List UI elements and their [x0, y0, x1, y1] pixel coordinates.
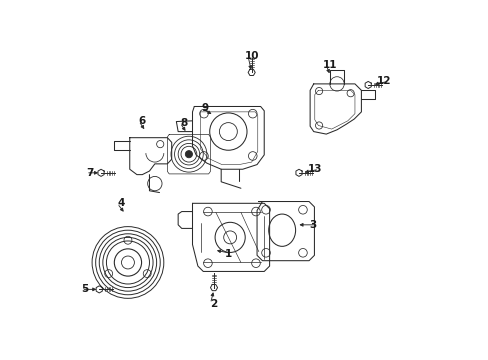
Text: 6: 6: [139, 116, 145, 126]
Text: 11: 11: [322, 60, 336, 70]
Text: 7: 7: [86, 168, 93, 178]
Text: 13: 13: [307, 164, 322, 174]
Circle shape: [185, 150, 192, 158]
Text: 1: 1: [224, 248, 231, 258]
Text: 2: 2: [210, 299, 217, 309]
Text: 12: 12: [376, 76, 391, 86]
Text: 10: 10: [244, 51, 258, 61]
Text: 5: 5: [81, 284, 88, 294]
Text: 8: 8: [180, 118, 187, 128]
Text: 4: 4: [117, 198, 124, 208]
Text: 3: 3: [308, 220, 316, 230]
Text: 9: 9: [201, 103, 208, 113]
